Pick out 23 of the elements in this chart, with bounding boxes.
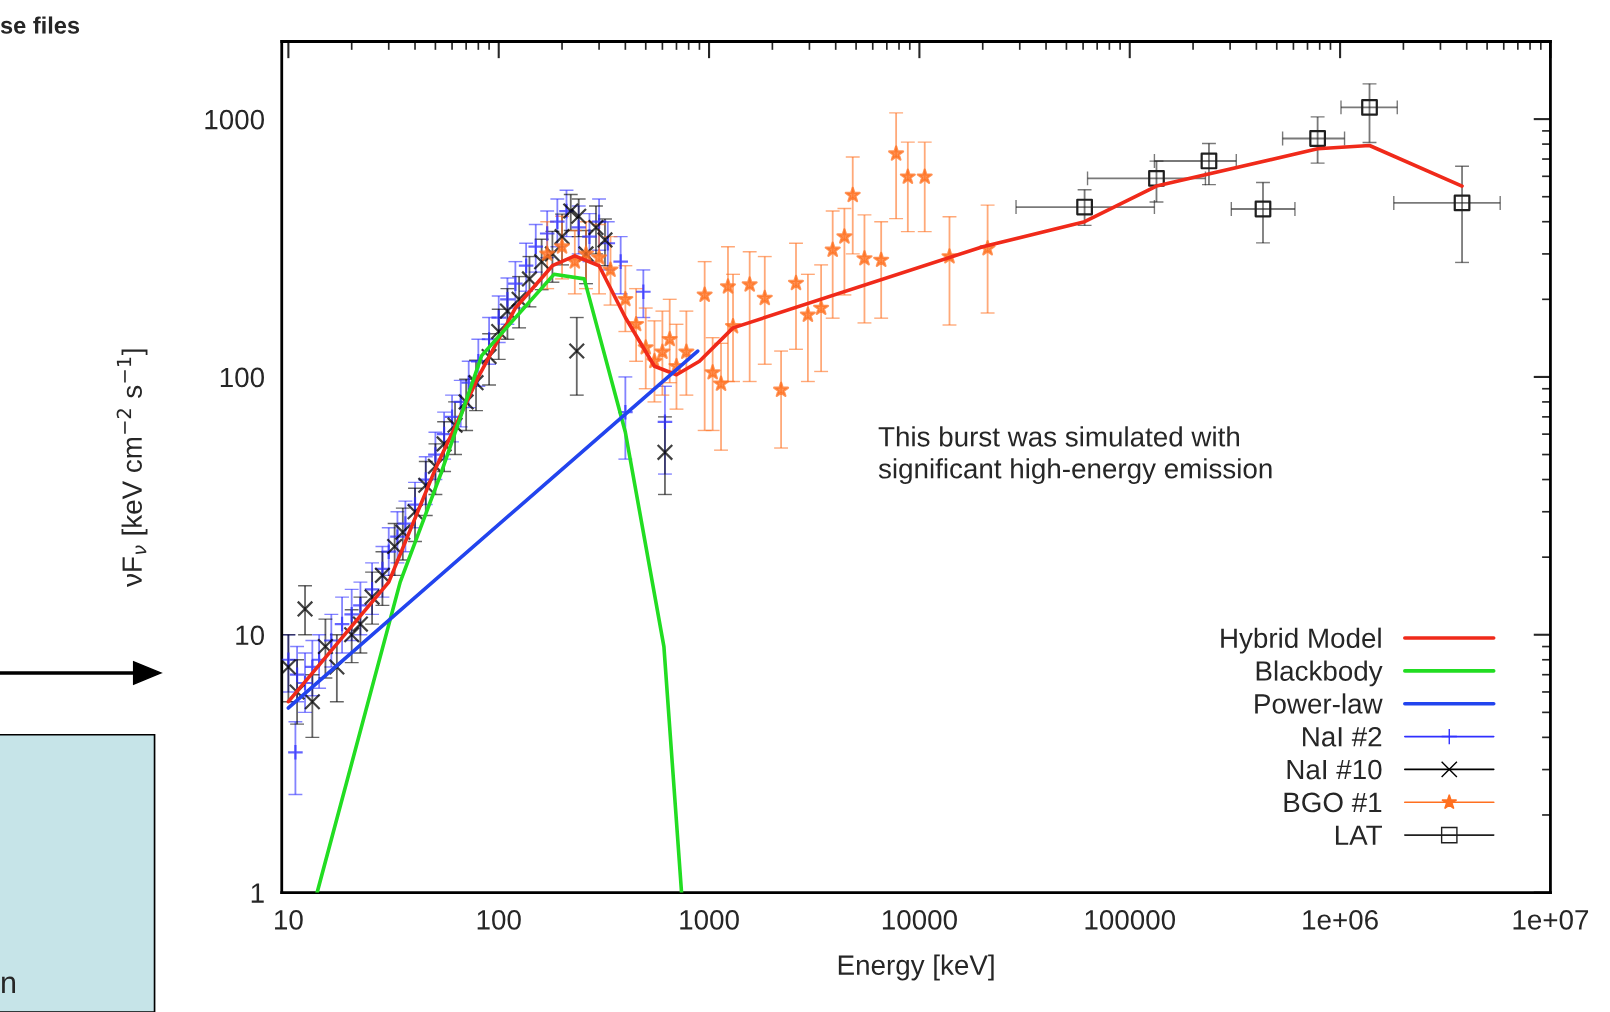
text: n bbox=[2, 976, 16, 994]
legend-label: Blackbody bbox=[1256, 660, 1383, 687]
y-tick-label: 1000 bbox=[205, 109, 264, 130]
annotation: This burst was simulated with significant high-energy emission bbox=[878, 426, 1272, 485]
legend-label: NaI #2 bbox=[1303, 726, 1382, 747]
legend-label: BGO #1 bbox=[1284, 792, 1382, 813]
x-tick-label: 1e+07 bbox=[1513, 909, 1589, 930]
x-tick-label: 100000 bbox=[1085, 909, 1176, 930]
x-tick-label: 1e+06 bbox=[1303, 909, 1378, 930]
text: se files bbox=[0, 16, 80, 34]
x-tick-label: 10 bbox=[275, 909, 303, 930]
y-tick-label: 100 bbox=[220, 367, 264, 388]
x-tick-label: 1000 bbox=[680, 909, 739, 930]
y-tick-label: 10 bbox=[236, 625, 264, 646]
y-tick-label: 1 bbox=[251, 883, 264, 903]
legend-label: LAT bbox=[1335, 825, 1382, 845]
legend-label: Power-law bbox=[1255, 693, 1383, 714]
x-tick-label: 10000 bbox=[882, 909, 957, 930]
legend-label: Hybrid Model bbox=[1221, 627, 1381, 654]
legend-label: NaI #10 bbox=[1287, 759, 1382, 780]
y-axis-title: νF$_{ν}$ [keV cm$^{−2}$ s$^{−1}$] bbox=[116, 349, 148, 587]
x-tick-label: 100 bbox=[477, 909, 521, 930]
x-axis-title: Energy [keV] bbox=[838, 954, 994, 981]
